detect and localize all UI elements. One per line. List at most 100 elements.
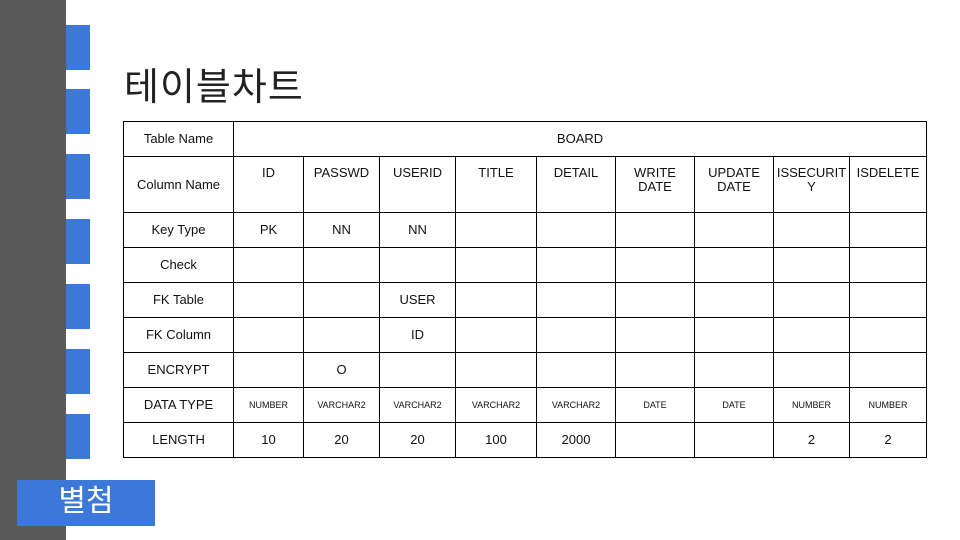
table-cell: DATE xyxy=(615,387,695,423)
side-tab-marker xyxy=(66,89,90,134)
table-cell: ID xyxy=(379,317,456,353)
table-cell xyxy=(233,247,304,283)
table-cell: 20 xyxy=(379,422,456,458)
table-cell xyxy=(848,352,928,388)
table-cell xyxy=(773,282,850,318)
row-label: Check xyxy=(123,247,234,283)
table-cell: NUMBER xyxy=(233,387,304,423)
table-cell xyxy=(233,352,304,388)
check-row: Check xyxy=(123,247,928,283)
side-tab-marker xyxy=(66,219,90,264)
table-cell xyxy=(536,282,616,318)
row-label: DATA TYPE xyxy=(123,387,234,423)
table-cell: NN xyxy=(303,212,380,248)
column-name-cell: DETAIL xyxy=(536,156,616,213)
table-cell: 2000 xyxy=(536,422,616,458)
side-tab-marker xyxy=(66,414,90,459)
table-cell xyxy=(615,212,695,248)
length-row: LENGTH 10 20 20 100 2000 2 2 xyxy=(123,422,928,458)
table-cell xyxy=(233,282,304,318)
fk-table-row: FK Table USER xyxy=(123,282,928,318)
table-cell: 2 xyxy=(848,422,928,458)
table-cell: O xyxy=(303,352,380,388)
side-tab-marker xyxy=(66,154,90,199)
table-cell: 100 xyxy=(455,422,537,458)
table-cell xyxy=(773,212,850,248)
column-name-cell: ID xyxy=(233,156,304,213)
table-cell: VARCHAR2 xyxy=(455,387,537,423)
table-cell xyxy=(536,317,616,353)
table-cell xyxy=(455,212,537,248)
table-cell xyxy=(694,352,774,388)
table-cell xyxy=(303,247,380,283)
table-cell xyxy=(773,352,850,388)
side-tab-marker xyxy=(66,284,90,329)
side-tab-marker xyxy=(66,25,90,70)
table-cell xyxy=(615,352,695,388)
table-cell: PK xyxy=(233,212,304,248)
table-cell xyxy=(773,317,850,353)
table-cell: USER xyxy=(379,282,456,318)
table-cell xyxy=(773,247,850,283)
row-label: Column Name xyxy=(123,156,234,213)
table-cell xyxy=(848,212,928,248)
table-cell xyxy=(615,282,695,318)
page-title: 테이블차트 xyxy=(124,65,304,109)
table-cell xyxy=(455,282,537,318)
table-name-value: BOARD xyxy=(232,121,928,157)
table-cell: VARCHAR2 xyxy=(303,387,380,423)
board-table-spec: Table Name BOARD Column Name ID PASSWD U… xyxy=(123,121,928,458)
data-type-row: DATA TYPE NUMBER VARCHAR2 VARCHAR2 VARCH… xyxy=(123,387,928,423)
table-cell xyxy=(536,352,616,388)
row-label: Key Type xyxy=(123,212,234,248)
row-label: ENCRYPT xyxy=(123,352,234,388)
table-cell xyxy=(379,352,456,388)
table-cell xyxy=(694,282,774,318)
encrypt-row: ENCRYPT O xyxy=(123,352,928,388)
table-cell xyxy=(455,247,537,283)
column-name-row: Column Name ID PASSWD USERID TITLE DETAI… xyxy=(123,156,928,213)
row-label: FK Column xyxy=(123,317,234,353)
table-cell: VARCHAR2 xyxy=(379,387,456,423)
table-cell: NUMBER xyxy=(773,387,850,423)
table-cell xyxy=(536,212,616,248)
left-sidebar-bar xyxy=(0,0,66,540)
table-name-row: Table Name BOARD xyxy=(123,121,928,157)
table-cell xyxy=(848,247,928,283)
row-label: LENGTH xyxy=(123,422,234,458)
column-name-cell: TITLE xyxy=(455,156,537,213)
table-cell xyxy=(694,317,774,353)
column-name-cell: USERID xyxy=(379,156,456,213)
table-cell xyxy=(455,352,537,388)
table-cell xyxy=(303,317,380,353)
side-tab-marker xyxy=(66,349,90,394)
table-cell: NN xyxy=(379,212,456,248)
column-name-cell: UPDATE DATE xyxy=(694,156,774,213)
table-cell xyxy=(848,317,928,353)
table-cell xyxy=(303,282,380,318)
column-name-cell: ISDELETE xyxy=(848,156,928,213)
table-cell xyxy=(694,247,774,283)
table-cell xyxy=(233,317,304,353)
table-cell: 10 xyxy=(233,422,304,458)
row-label: FK Table xyxy=(123,282,234,318)
table-cell: 2 xyxy=(773,422,850,458)
table-cell xyxy=(848,282,928,318)
table-cell: VARCHAR2 xyxy=(536,387,616,423)
key-type-row: Key Type PK NN NN xyxy=(123,212,928,248)
table-cell xyxy=(536,247,616,283)
column-name-cell: PASSWD xyxy=(303,156,380,213)
appendix-label: 별첨 xyxy=(17,480,155,526)
table-cell xyxy=(379,247,456,283)
column-name-cell: ISSECURITY xyxy=(773,156,850,213)
table-cell xyxy=(615,247,695,283)
fk-column-row: FK Column ID xyxy=(123,317,928,353)
column-name-cell: WRITE DATE xyxy=(615,156,695,213)
table-cell xyxy=(455,317,537,353)
table-cell xyxy=(615,317,695,353)
table-cell xyxy=(615,422,695,458)
table-cell: NUMBER xyxy=(848,387,928,423)
table-name-label: Table Name xyxy=(123,121,234,157)
table-cell: 20 xyxy=(303,422,380,458)
table-cell: DATE xyxy=(694,387,774,423)
